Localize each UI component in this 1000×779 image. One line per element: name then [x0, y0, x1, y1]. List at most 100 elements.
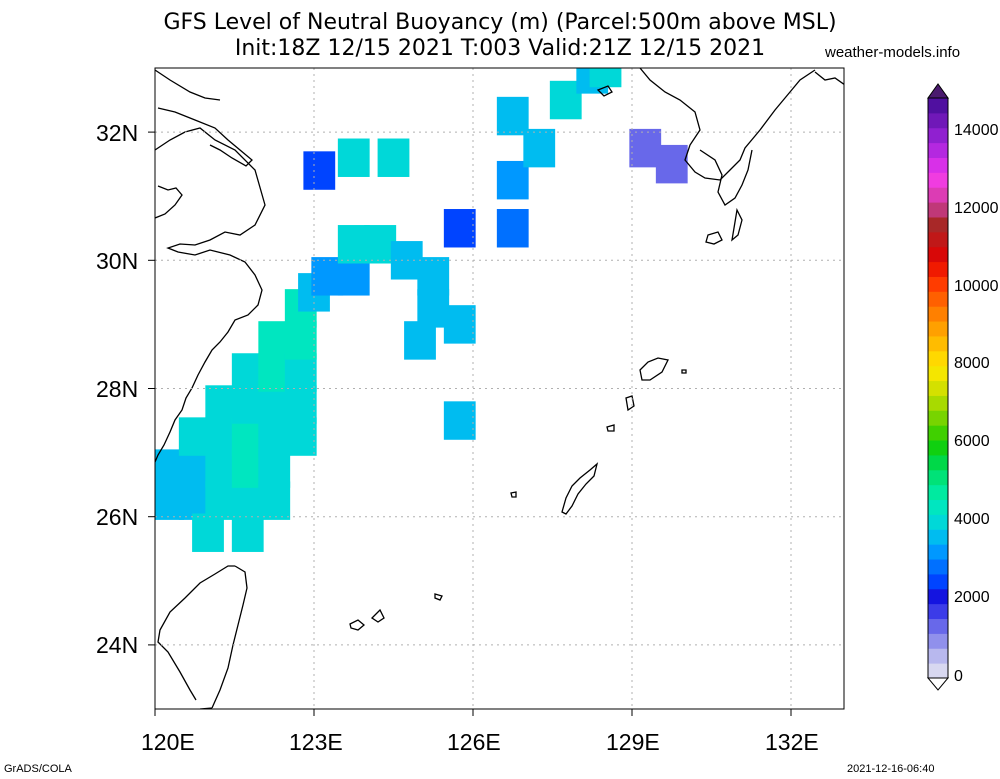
colorbar-top-arrow	[927, 83, 949, 99]
yangtze-estuary	[157, 107, 253, 167]
colorbar-segment	[928, 454, 948, 471]
x-tick-label: 126E	[447, 729, 501, 755]
colorbar-segment	[928, 202, 948, 218]
y-tick-label: 32N	[96, 120, 139, 146]
map-subtitle: Init:18Z 12/15 2021 T:003 Valid:21Z 12/1…	[234, 36, 766, 61]
colorbar-segment	[928, 306, 948, 322]
buoyancy-cell	[443, 305, 476, 344]
buoyancy-cell	[258, 481, 291, 520]
jeju-area	[596, 85, 613, 97]
colorbar-segment	[928, 440, 948, 456]
x-tick-label: 123E	[289, 729, 343, 755]
footer-credit: GrADS/COLA	[4, 763, 72, 775]
colorbar-segment	[928, 514, 948, 530]
colorbar-segment	[928, 157, 948, 173]
tokunoshima	[625, 395, 635, 412]
buoyancy-cell	[284, 385, 317, 424]
buoyancy-cell	[377, 138, 410, 177]
okinawa-island	[561, 462, 599, 515]
colorbar-label: 14000	[954, 122, 999, 139]
colorbar-label: 6000	[954, 433, 990, 450]
colorbar-segment	[928, 98, 948, 114]
colorbar-segment	[928, 544, 948, 560]
colorbar-segment	[928, 321, 948, 337]
miyako	[434, 593, 443, 601]
x-tick-label: 129E	[606, 729, 660, 755]
buoyancy-cell	[337, 138, 370, 177]
colorbar-label: 0	[954, 668, 963, 685]
china-coastline	[155, 127, 266, 463]
buoyancy-cell	[284, 321, 317, 360]
colorbar-segment	[928, 187, 948, 203]
colorbar-segment	[928, 588, 948, 605]
colorbar-segment	[928, 112, 948, 129]
colorbar-segment	[928, 603, 948, 620]
colorbar-segment	[928, 573, 948, 590]
japan-kyushu	[814, 71, 844, 86]
buoyancy-cell	[443, 401, 476, 440]
colorbar-segment	[928, 231, 948, 248]
colorbar-segment	[928, 499, 948, 515]
colorbar-segment	[928, 365, 948, 382]
colorbar-segment	[928, 663, 948, 679]
y-tick-label: 28N	[96, 376, 139, 402]
amami-island	[639, 357, 669, 381]
colorbar-segment	[928, 559, 948, 575]
colorbar-frame	[927, 97, 949, 679]
okinoerabu	[606, 424, 615, 432]
korea-coastline	[639, 68, 816, 181]
colorbar-label: 8000	[954, 355, 990, 372]
colorbar-segment	[928, 484, 948, 501]
buoyancy-cell	[443, 209, 476, 248]
colorbar-segment	[928, 529, 948, 545]
taiwan-outline	[157, 565, 248, 709]
colorbar-segment	[928, 291, 948, 307]
colorbar-segment	[928, 276, 948, 292]
buoyancy-cell	[655, 144, 688, 184]
x-tick-label: 132E	[765, 729, 819, 755]
islet-1	[681, 369, 687, 374]
colorbar-label: 2000	[954, 589, 990, 606]
colorbar-segment	[928, 127, 948, 144]
map-title: GFS Level of Neutral Buoyancy (m) (Parce…	[163, 10, 837, 35]
tanegashima	[731, 207, 743, 242]
buoyancy-field	[155, 68, 688, 552]
buoyancy-cell	[496, 209, 529, 248]
colorbar-bottom-arrow	[926, 677, 950, 691]
yakushima	[705, 231, 723, 245]
colorbar-label: 12000	[954, 200, 999, 217]
colorbar-segment	[928, 142, 948, 158]
ishigaki	[349, 619, 366, 631]
kyushu-south	[699, 149, 753, 206]
buoyancy-cell	[303, 151, 336, 190]
colorbar-segment	[928, 172, 948, 188]
y-tick-label: 26N	[96, 504, 139, 530]
colorbar-label: 10000	[954, 278, 999, 295]
colorbar-label: 4000	[954, 511, 990, 528]
buoyancy-cell	[496, 96, 529, 136]
site-credit: weather-models.info	[825, 44, 961, 61]
buoyancy-cell	[404, 321, 436, 360]
y-tick-label: 30N	[96, 248, 139, 274]
axis-ticks	[148, 131, 792, 716]
colorbar-segment	[928, 335, 948, 352]
colorbar-segment	[928, 425, 948, 441]
colorbar-segment	[928, 261, 948, 277]
colorbar-segment	[928, 618, 948, 634]
iriomote	[370, 608, 385, 623]
north-coast	[155, 69, 221, 101]
x-tick-label: 120E	[141, 729, 195, 755]
coastlines	[155, 68, 844, 709]
colorbar-segment	[928, 469, 948, 486]
buoyancy-cell	[589, 68, 622, 88]
kerama	[510, 491, 517, 498]
colorbar-segment	[928, 633, 948, 649]
buoyancy-cell	[523, 128, 556, 168]
colorbar	[926, 83, 950, 691]
y-tick-label: 24N	[96, 632, 139, 658]
colorbar-segment	[928, 410, 948, 426]
colorbar-segment	[928, 216, 948, 233]
colorbar-segment	[928, 246, 948, 263]
footer-timestamp: 2021-12-16-06:40	[847, 763, 935, 775]
